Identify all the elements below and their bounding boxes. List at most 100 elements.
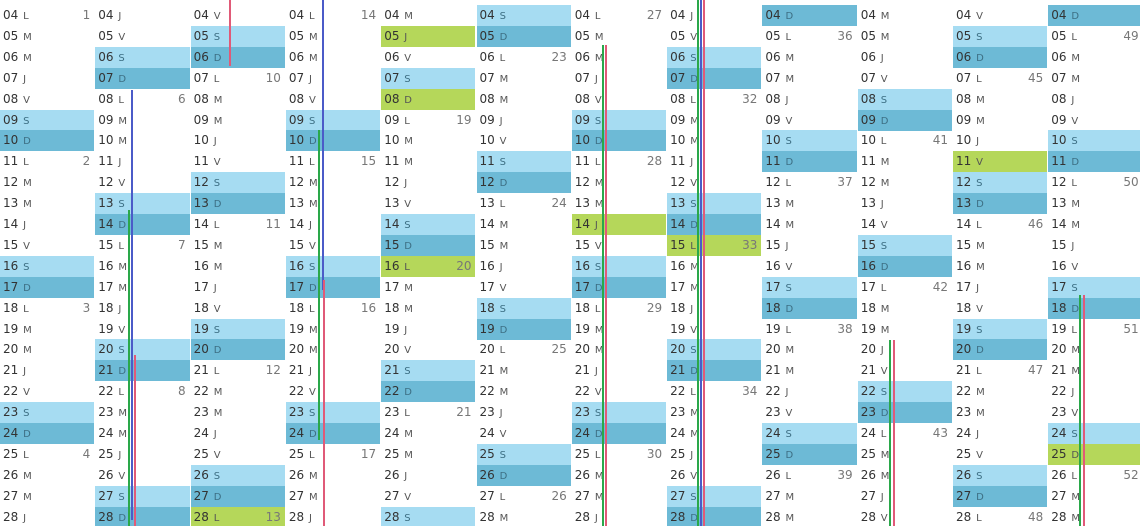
day-cell[interactable]: 20 D — [953, 339, 1048, 361]
day-cell[interactable]: 23 V — [762, 402, 856, 423]
day-cell[interactable]: 24 M — [95, 423, 189, 444]
day-cell[interactable]: 17 D — [0, 276, 95, 298]
day-cell[interactable]: 25 M — [381, 444, 475, 465]
day-cell[interactable]: 06 L 23 — [477, 47, 571, 68]
day-cell[interactable]: 26 M — [858, 465, 952, 486]
day-cell[interactable]: 10 M — [667, 130, 761, 151]
day-cell[interactable]: 11 L 28 — [572, 151, 666, 172]
day-cell[interactable]: 06 M — [0, 47, 94, 68]
day-cell[interactable]: 21 V — [858, 360, 952, 381]
day-cell[interactable]: 06 D — [190, 46, 285, 68]
day-cell[interactable]: 17 V — [477, 277, 571, 298]
day-cell[interactable]: 16 M — [95, 256, 189, 277]
day-cell[interactable]: 21 S — [381, 360, 476, 382]
day-cell[interactable]: 10 D — [0, 130, 95, 152]
day-cell[interactable]: 18 D — [1048, 297, 1140, 319]
day-cell[interactable]: 28 M — [1048, 507, 1140, 526]
day-cell[interactable]: 04 M — [381, 5, 475, 26]
day-cell[interactable]: 07 L 10 — [191, 68, 285, 89]
day-cell[interactable]: 09 V — [762, 110, 856, 131]
day-cell[interactable]: 11 L 2 — [0, 151, 94, 172]
day-cell[interactable]: 26 V — [95, 465, 189, 486]
day-cell[interactable]: 14 L 11 — [191, 214, 285, 235]
day-cell[interactable]: 28 M — [477, 507, 571, 526]
day-cell[interactable]: 09 S — [0, 109, 95, 131]
day-cell[interactable]: 26 M — [0, 465, 94, 486]
day-cell[interactable]: 24 J — [953, 423, 1047, 444]
day-cell[interactable]: 22 V — [286, 381, 380, 402]
day-cell[interactable]: 19 D — [476, 318, 571, 340]
day-cell[interactable]: 28 L 48 — [953, 507, 1047, 526]
day-cell[interactable]: 16 S — [285, 255, 381, 277]
day-cell[interactable]: 05 M — [0, 26, 94, 47]
day-cell[interactable]: 20 M — [286, 339, 380, 360]
day-cell[interactable]: 12 V — [95, 172, 189, 193]
day-cell[interactable]: 28 J — [286, 507, 380, 526]
day-cell[interactable]: 25 S — [476, 443, 571, 465]
day-cell[interactable]: 16 J — [477, 256, 571, 277]
day-cell[interactable]: 24 V — [477, 423, 571, 444]
day-cell[interactable]: 23 M — [953, 402, 1047, 423]
day-cell[interactable]: 26 L 52 — [1048, 465, 1140, 486]
day-cell[interactable]: 16 S — [0, 255, 95, 277]
day-cell[interactable]: 15 J — [1048, 235, 1140, 256]
day-cell[interactable]: 15 L 33 — [667, 234, 762, 256]
day-cell[interactable]: 25 V — [953, 444, 1047, 465]
day-cell[interactable]: 09 M — [667, 110, 761, 131]
day-cell[interactable]: 07 J — [286, 68, 380, 89]
day-cell[interactable]: 18 L 16 — [286, 298, 380, 319]
day-cell[interactable]: 22 S — [857, 381, 952, 403]
day-cell[interactable]: 27 M — [1048, 486, 1140, 507]
day-cell[interactable]: 09 D — [857, 109, 952, 131]
day-cell[interactable]: 19 M — [0, 319, 94, 340]
day-cell[interactable]: 24 M — [667, 423, 761, 444]
day-cell[interactable]: 10 J — [191, 130, 285, 151]
day-cell[interactable]: 17 D — [571, 276, 667, 298]
day-cell[interactable]: 11 D — [1048, 151, 1140, 173]
day-cell[interactable]: 24 D — [571, 423, 667, 444]
day-cell[interactable]: 13 M — [572, 193, 666, 214]
day-cell[interactable]: 06 V — [381, 47, 475, 68]
day-cell[interactable]: 04 J — [95, 5, 189, 26]
day-cell[interactable]: 08 J — [1048, 89, 1140, 110]
day-cell[interactable]: 20 M — [762, 339, 856, 360]
day-cell[interactable]: 17 S — [762, 276, 857, 298]
day-cell[interactable]: 10 L 41 — [858, 130, 952, 151]
day-cell[interactable]: 11 V — [191, 151, 285, 172]
day-cell[interactable]: 19 S — [953, 318, 1048, 340]
day-cell[interactable]: 12 D — [476, 172, 571, 194]
day-cell[interactable]: 09 L 19 — [381, 110, 475, 131]
day-cell[interactable]: 25 M — [858, 444, 952, 465]
day-cell[interactable]: 26 M — [572, 465, 666, 486]
day-cell[interactable]: 17 M — [381, 277, 475, 298]
day-cell[interactable]: 10 D — [571, 130, 667, 152]
day-cell[interactable]: 12 S — [953, 172, 1048, 194]
day-cell[interactable]: 20 M — [1048, 339, 1140, 360]
day-cell[interactable]: 06 S — [667, 46, 762, 68]
day-cell[interactable]: 19 L 38 — [762, 319, 856, 340]
day-cell[interactable]: 21 L 12 — [191, 360, 285, 381]
day-cell[interactable]: 04 L 27 — [572, 5, 666, 26]
day-cell[interactable]: 25 L 17 — [286, 444, 380, 465]
day-cell[interactable]: 15 L 7 — [95, 235, 189, 256]
day-cell[interactable]: 21 J — [286, 360, 380, 381]
day-cell[interactable]: 07 M — [477, 68, 571, 89]
day-cell[interactable]: 26 L 39 — [762, 465, 856, 486]
day-cell[interactable]: 27 M — [286, 486, 380, 507]
day-cell[interactable]: 10 S — [1048, 130, 1140, 152]
day-cell[interactable]: 23 L 21 — [381, 402, 475, 423]
day-cell[interactable]: 15 V — [0, 235, 94, 256]
day-cell[interactable]: 27 D — [953, 485, 1048, 507]
day-cell[interactable]: 22 D — [381, 381, 476, 403]
day-cell[interactable]: 05 M — [858, 26, 952, 47]
day-cell[interactable]: 08 M — [477, 89, 571, 110]
day-cell[interactable]: 06 J — [858, 47, 952, 68]
day-cell[interactable]: 23 J — [477, 402, 571, 423]
day-cell[interactable]: 14 D — [95, 214, 190, 235]
day-cell[interactable]: 24 S — [1048, 423, 1140, 444]
day-cell[interactable]: 17 D — [285, 276, 381, 298]
day-cell[interactable]: 24 D — [285, 423, 381, 444]
day-cell[interactable]: 05 S — [953, 25, 1048, 47]
day-cell[interactable]: 17 L 42 — [858, 277, 952, 298]
day-cell[interactable]: 15 M — [191, 235, 285, 256]
